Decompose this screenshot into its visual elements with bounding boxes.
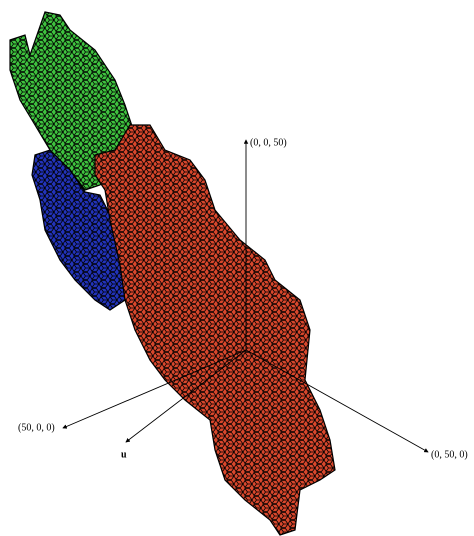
x-axis-label: (50, 0, 0) bbox=[18, 422, 55, 433]
red-region bbox=[95, 125, 335, 535]
page: (0, 0, 50) (50, 0, 0) (0, 50, 0) u (() =… bbox=[0, 0, 474, 536]
z-axis-label: (0, 0, 50) bbox=[250, 137, 287, 148]
u-label: u bbox=[121, 449, 127, 460]
figure: (0, 0, 50) (50, 0, 0) (0, 50, 0) u bbox=[0, 0, 474, 536]
y-axis-label: (0, 50, 0) bbox=[431, 449, 468, 460]
